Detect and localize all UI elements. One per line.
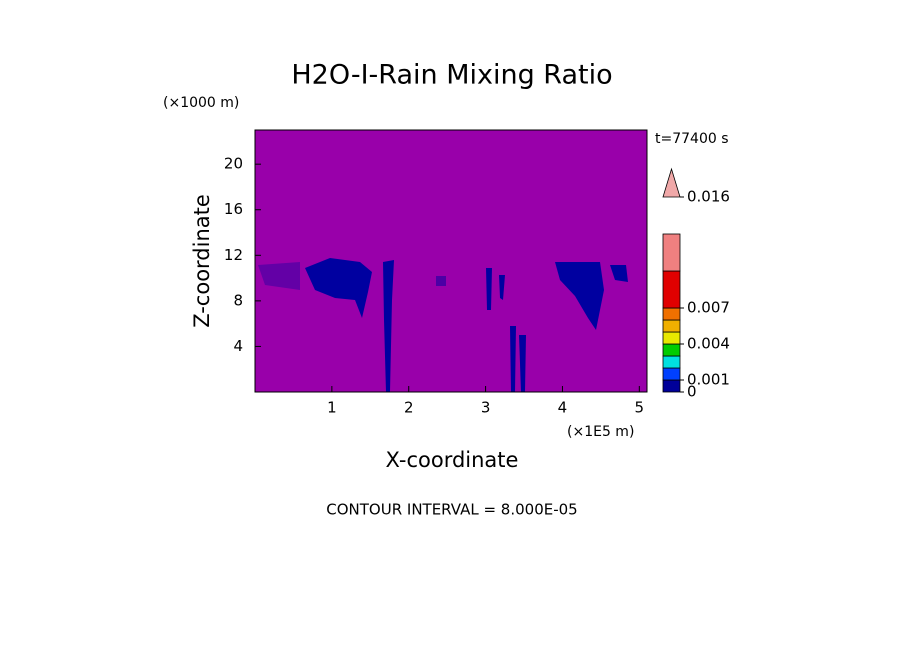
rain-region xyxy=(555,262,604,330)
colorbar-label: 0.001 xyxy=(687,371,730,389)
rain-region xyxy=(519,335,526,392)
x-tick-label: 1 xyxy=(327,399,337,417)
colorbar-segment xyxy=(662,319,681,333)
rain-region xyxy=(510,326,516,392)
x-tick-label: 5 xyxy=(635,399,645,417)
colorbar-label: 0.004 xyxy=(687,335,730,353)
y-tick-label: 12 xyxy=(224,246,243,264)
y-tick-label: 4 xyxy=(233,337,243,355)
x-tick-label: 2 xyxy=(404,399,414,417)
colorbar-label: 0 xyxy=(687,383,697,401)
colorbar-segment xyxy=(662,307,681,321)
y-tick-label: 8 xyxy=(233,291,243,309)
rain-region xyxy=(383,260,394,392)
rain-region xyxy=(305,258,372,318)
colorbar-segment xyxy=(662,233,681,272)
y-axis-label: Z-coordinate xyxy=(190,194,214,328)
chart-title: H2O-I-Rain Mixing Ratio xyxy=(291,60,612,91)
rain-region xyxy=(258,262,300,290)
colorbar-segment xyxy=(662,379,681,393)
x-tick-label: 4 xyxy=(558,399,568,417)
y-tick-label: 20 xyxy=(224,155,243,173)
plot-frame xyxy=(254,129,648,393)
colorbar-segment xyxy=(662,355,681,369)
plot-background xyxy=(255,130,647,392)
x-tick-label: 3 xyxy=(481,399,491,417)
y-unit: (×1000 m) xyxy=(163,95,239,111)
x-axis-label: X-coordinate xyxy=(386,448,519,472)
colorbar-label: 0.007 xyxy=(687,299,730,317)
time-label: t=77400 s xyxy=(655,131,729,147)
rain-region xyxy=(610,265,628,282)
y-tick-label: 16 xyxy=(224,200,243,218)
colorbar-segment xyxy=(662,270,681,309)
colorbar-segment xyxy=(662,367,681,381)
colorbar-segment xyxy=(662,343,681,357)
x-unit: (×1E5 m) xyxy=(567,424,634,440)
colorbar-label: 0.016 xyxy=(687,188,730,206)
rain-region xyxy=(486,268,492,310)
colorbar-extend xyxy=(662,167,681,198)
rain-region xyxy=(436,276,446,286)
colorbar-segment xyxy=(662,331,681,345)
footer: CONTOUR INTERVAL = 8.000E-05 xyxy=(326,501,577,519)
rain-region xyxy=(499,275,505,300)
rain-field xyxy=(258,258,628,392)
